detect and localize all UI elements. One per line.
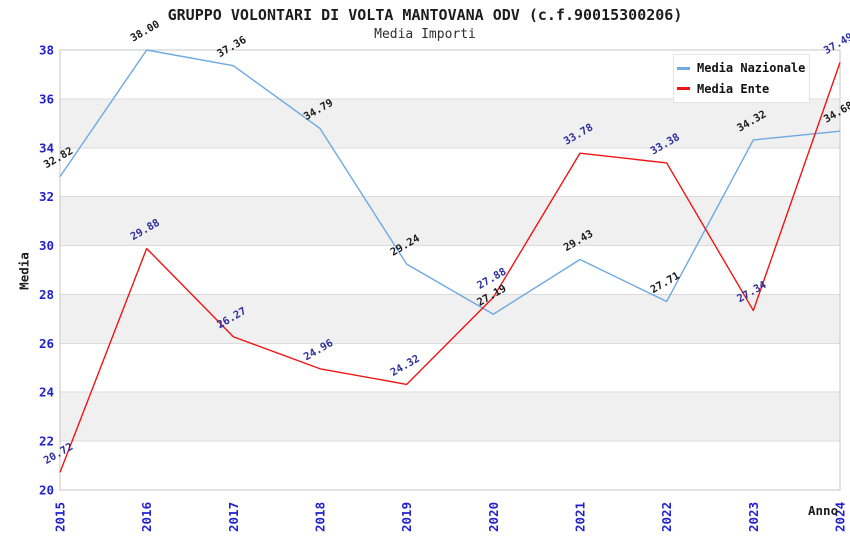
x-tick-label: 2018 [313, 502, 328, 532]
legend-item-media-nazionale[interactable]: Media Nazionale [674, 61, 809, 75]
y-tick-label: 28 [39, 287, 54, 302]
zebra-band [60, 392, 840, 442]
point-label-media-ente: 37.49 [822, 31, 850, 57]
legend-item-label: Media Ente [697, 81, 770, 96]
x-axis-title: Anno [808, 503, 839, 518]
x-tick-label: 2024 [833, 502, 848, 532]
series-line-media-ente[interactable] [59, 62, 841, 473]
x-tick-label: 2021 [573, 502, 588, 532]
x-tick-label: 2019 [399, 502, 414, 532]
y-tick-label: 26 [39, 336, 54, 351]
y-tick-label: 20 [39, 483, 54, 498]
x-tick-label: 2016 [139, 502, 154, 532]
legend: Media Nazionale Media Ente [673, 54, 810, 103]
y-tick-label: 30 [39, 238, 54, 253]
legend-line-swatch-red [677, 87, 690, 91]
point-label-media-nazionale: 37.36 [215, 34, 248, 60]
plot-border [59, 49, 841, 491]
chart-subtitle: Media Importi [374, 27, 476, 42]
x-tick-label: 2017 [226, 502, 241, 532]
y-tick-label: 34 [39, 140, 54, 155]
x-tick-label: 2023 [746, 502, 761, 532]
legend-item-label: Media Nazionale [697, 61, 806, 76]
x-tick-label: 2022 [659, 502, 674, 532]
y-tick-label: 32 [39, 189, 54, 204]
y-tick-label: 36 [39, 91, 54, 106]
point-label-media-nazionale: 27.71 [648, 270, 681, 296]
point-label-media-nazionale: 38.00 [128, 18, 161, 44]
chart-title: GRUPPO VOLONTARI DI VOLTA MANTOVANA ODV … [167, 6, 683, 24]
y-tick-label: 38 [39, 43, 54, 58]
legend-line-swatch-blue [677, 66, 690, 70]
x-tick-label: 2015 [53, 502, 68, 532]
zebra-band [60, 294, 840, 344]
zebra-band [60, 196, 840, 246]
series-line-media-nazionale[interactable] [59, 49, 841, 315]
y-tick-label: 22 [39, 434, 54, 449]
zebra-band [60, 98, 840, 148]
legend-item-media-ente[interactable]: Media Ente [674, 82, 809, 96]
y-axis-title: Media [16, 252, 32, 290]
y-tick-label: 24 [39, 385, 54, 400]
x-tick-label: 2020 [486, 502, 501, 532]
